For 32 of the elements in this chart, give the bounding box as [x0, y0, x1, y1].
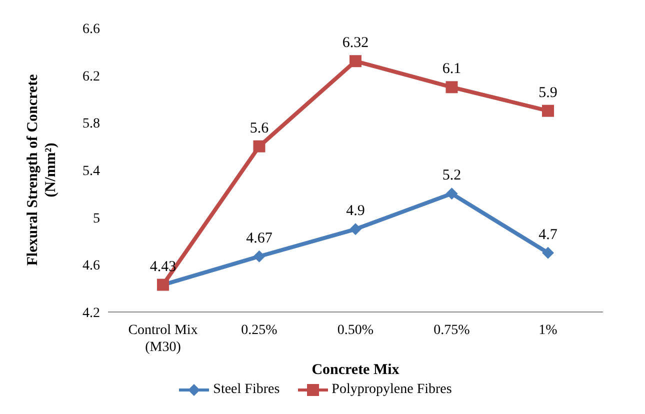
point	[253, 140, 266, 152]
x-tick-label: 0.25%	[241, 323, 278, 338]
y-tick-label: 6.6	[82, 22, 100, 37]
y-tick-label: 4.6	[82, 258, 100, 274]
point	[446, 81, 458, 94]
legend-label: Polypropylene Fibres	[332, 382, 452, 398]
x-tick-label: Control Mix (M30)	[128, 323, 198, 355]
data-label: 5.9	[538, 84, 558, 101]
x-tick-label: 1%	[538, 323, 558, 338]
data-label: 6.1	[442, 61, 462, 78]
data-label: 4.67	[246, 230, 273, 246]
point	[253, 250, 266, 262]
y-tick-label: 6.2	[82, 69, 100, 84]
data-label: 5.6	[250, 120, 270, 136]
x-axis-title: Concrete Mix	[312, 362, 400, 378]
x-tick-label: 0.50%	[337, 323, 374, 338]
legend-label: Steel Fibres	[213, 382, 280, 398]
point	[446, 188, 458, 200]
point	[350, 55, 362, 68]
data-label: 4.9	[346, 203, 365, 220]
y-tick-label: 5.4	[82, 164, 100, 179]
data-label: 6.32	[342, 35, 369, 52]
point	[542, 104, 554, 117]
y-tick-label: 4.2	[82, 306, 100, 321]
point	[350, 223, 362, 236]
x-tick-label: 0.75%	[434, 323, 470, 338]
y-axis-title: Flexural Strength of Concrete (N/mm²)	[25, 74, 59, 266]
data-label: 4.7	[538, 226, 558, 243]
point	[542, 246, 554, 259]
y-tick-label: 5.8	[82, 116, 100, 132]
data-label: 5.2	[442, 168, 462, 184]
y-tick-label: 5	[93, 211, 100, 226]
